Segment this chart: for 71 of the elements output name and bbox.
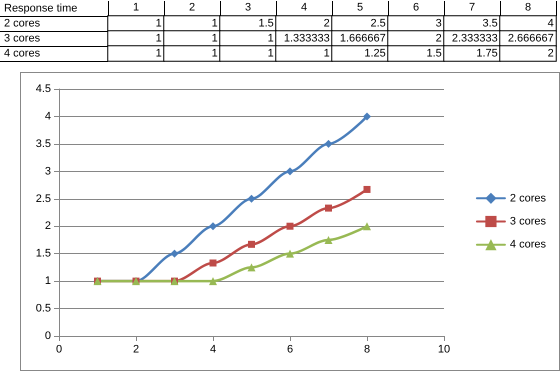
- data-label: 4: [548, 18, 554, 30]
- point: [170, 250, 178, 258]
- data-label: 1: [212, 32, 218, 44]
- y-tick-label: 3.5: [36, 138, 51, 150]
- x-tick-label: 1: [132, 2, 140, 14]
- x-tick-label: 6: [412, 2, 420, 14]
- y-tick-label: 1: [44, 275, 51, 288]
- point: [324, 140, 332, 148]
- point: [363, 222, 371, 230]
- x-tick-label: 4: [210, 344, 216, 356]
- y-tick-label: 3 cores: [4, 32, 41, 44]
- data-label: 3.5: [482, 18, 498, 30]
- data-label: 1: [324, 48, 330, 60]
- data-label: 1: [156, 32, 162, 44]
- data-label: 1.5: [426, 48, 442, 60]
- x-tick-label: 2: [188, 2, 196, 14]
- data-label: 1: [268, 32, 274, 44]
- point: [248, 194, 256, 203]
- data-label: 1: [156, 48, 162, 60]
- data-label: 1: [268, 48, 274, 60]
- y-tick-label: 0: [44, 330, 51, 342]
- y-tick-label: 3: [44, 165, 51, 178]
- data-label: 2: [324, 18, 330, 30]
- y-tick-label: 0.5: [36, 302, 51, 315]
- data-label: 1.5: [258, 18, 274, 30]
- y-tick-label: 4.5: [36, 83, 51, 95]
- data-label: 1: [212, 48, 218, 60]
- point: [248, 240, 255, 248]
- y-tick-label: 4: [44, 110, 51, 122]
- y-tick-label: 4 cores: [4, 48, 41, 60]
- point: [363, 112, 371, 120]
- x-tick-label: 6: [286, 344, 294, 356]
- point: [209, 222, 217, 230]
- data-label: 1.75: [476, 48, 498, 60]
- data-label: 1.333333: [284, 32, 330, 44]
- data-label: 2.666667: [508, 32, 554, 44]
- x-tick-label: 2: [132, 344, 140, 356]
- y-tick-label: 1.5: [36, 248, 51, 260]
- data-label: 1: [156, 18, 162, 30]
- data-label: 2: [548, 48, 554, 60]
- data-label: 2.333333: [452, 32, 498, 44]
- point: [324, 236, 332, 244]
- legend-label: 3 cores: [510, 216, 546, 228]
- data-label: 1.666667: [340, 32, 386, 44]
- point: [209, 277, 217, 286]
- point: [364, 186, 370, 193]
- x-tick-label: 7: [468, 2, 476, 14]
- y-tick-label: 2 cores: [4, 18, 41, 30]
- x-tick-label: 10: [438, 344, 450, 356]
- x-tick-label: 4: [300, 2, 308, 14]
- data-label: 3: [436, 18, 442, 30]
- point: [286, 250, 294, 258]
- legend-label: 4 cores: [510, 238, 546, 251]
- x-tick-label: 8: [524, 2, 532, 14]
- point: [210, 260, 216, 266]
- point: [286, 222, 294, 230]
- x-tick-label: 8: [364, 344, 370, 356]
- point: [248, 263, 256, 272]
- legend-label: 2 cores: [510, 192, 546, 204]
- data-label: 2.5: [370, 18, 386, 30]
- y-tick-label: 2.5: [36, 192, 51, 205]
- x-tick-label: 3: [244, 2, 252, 14]
- x-tick-label: 5: [356, 2, 364, 14]
- data-label: 2: [436, 32, 442, 44]
- text: Response time: [4, 2, 78, 14]
- data-label: 1: [212, 18, 218, 30]
- x-tick-label: 0: [56, 344, 62, 356]
- y-tick-label: 2: [44, 220, 51, 232]
- point: [325, 204, 332, 212]
- point: [286, 167, 294, 176]
- data-label: 1.25: [364, 48, 386, 60]
